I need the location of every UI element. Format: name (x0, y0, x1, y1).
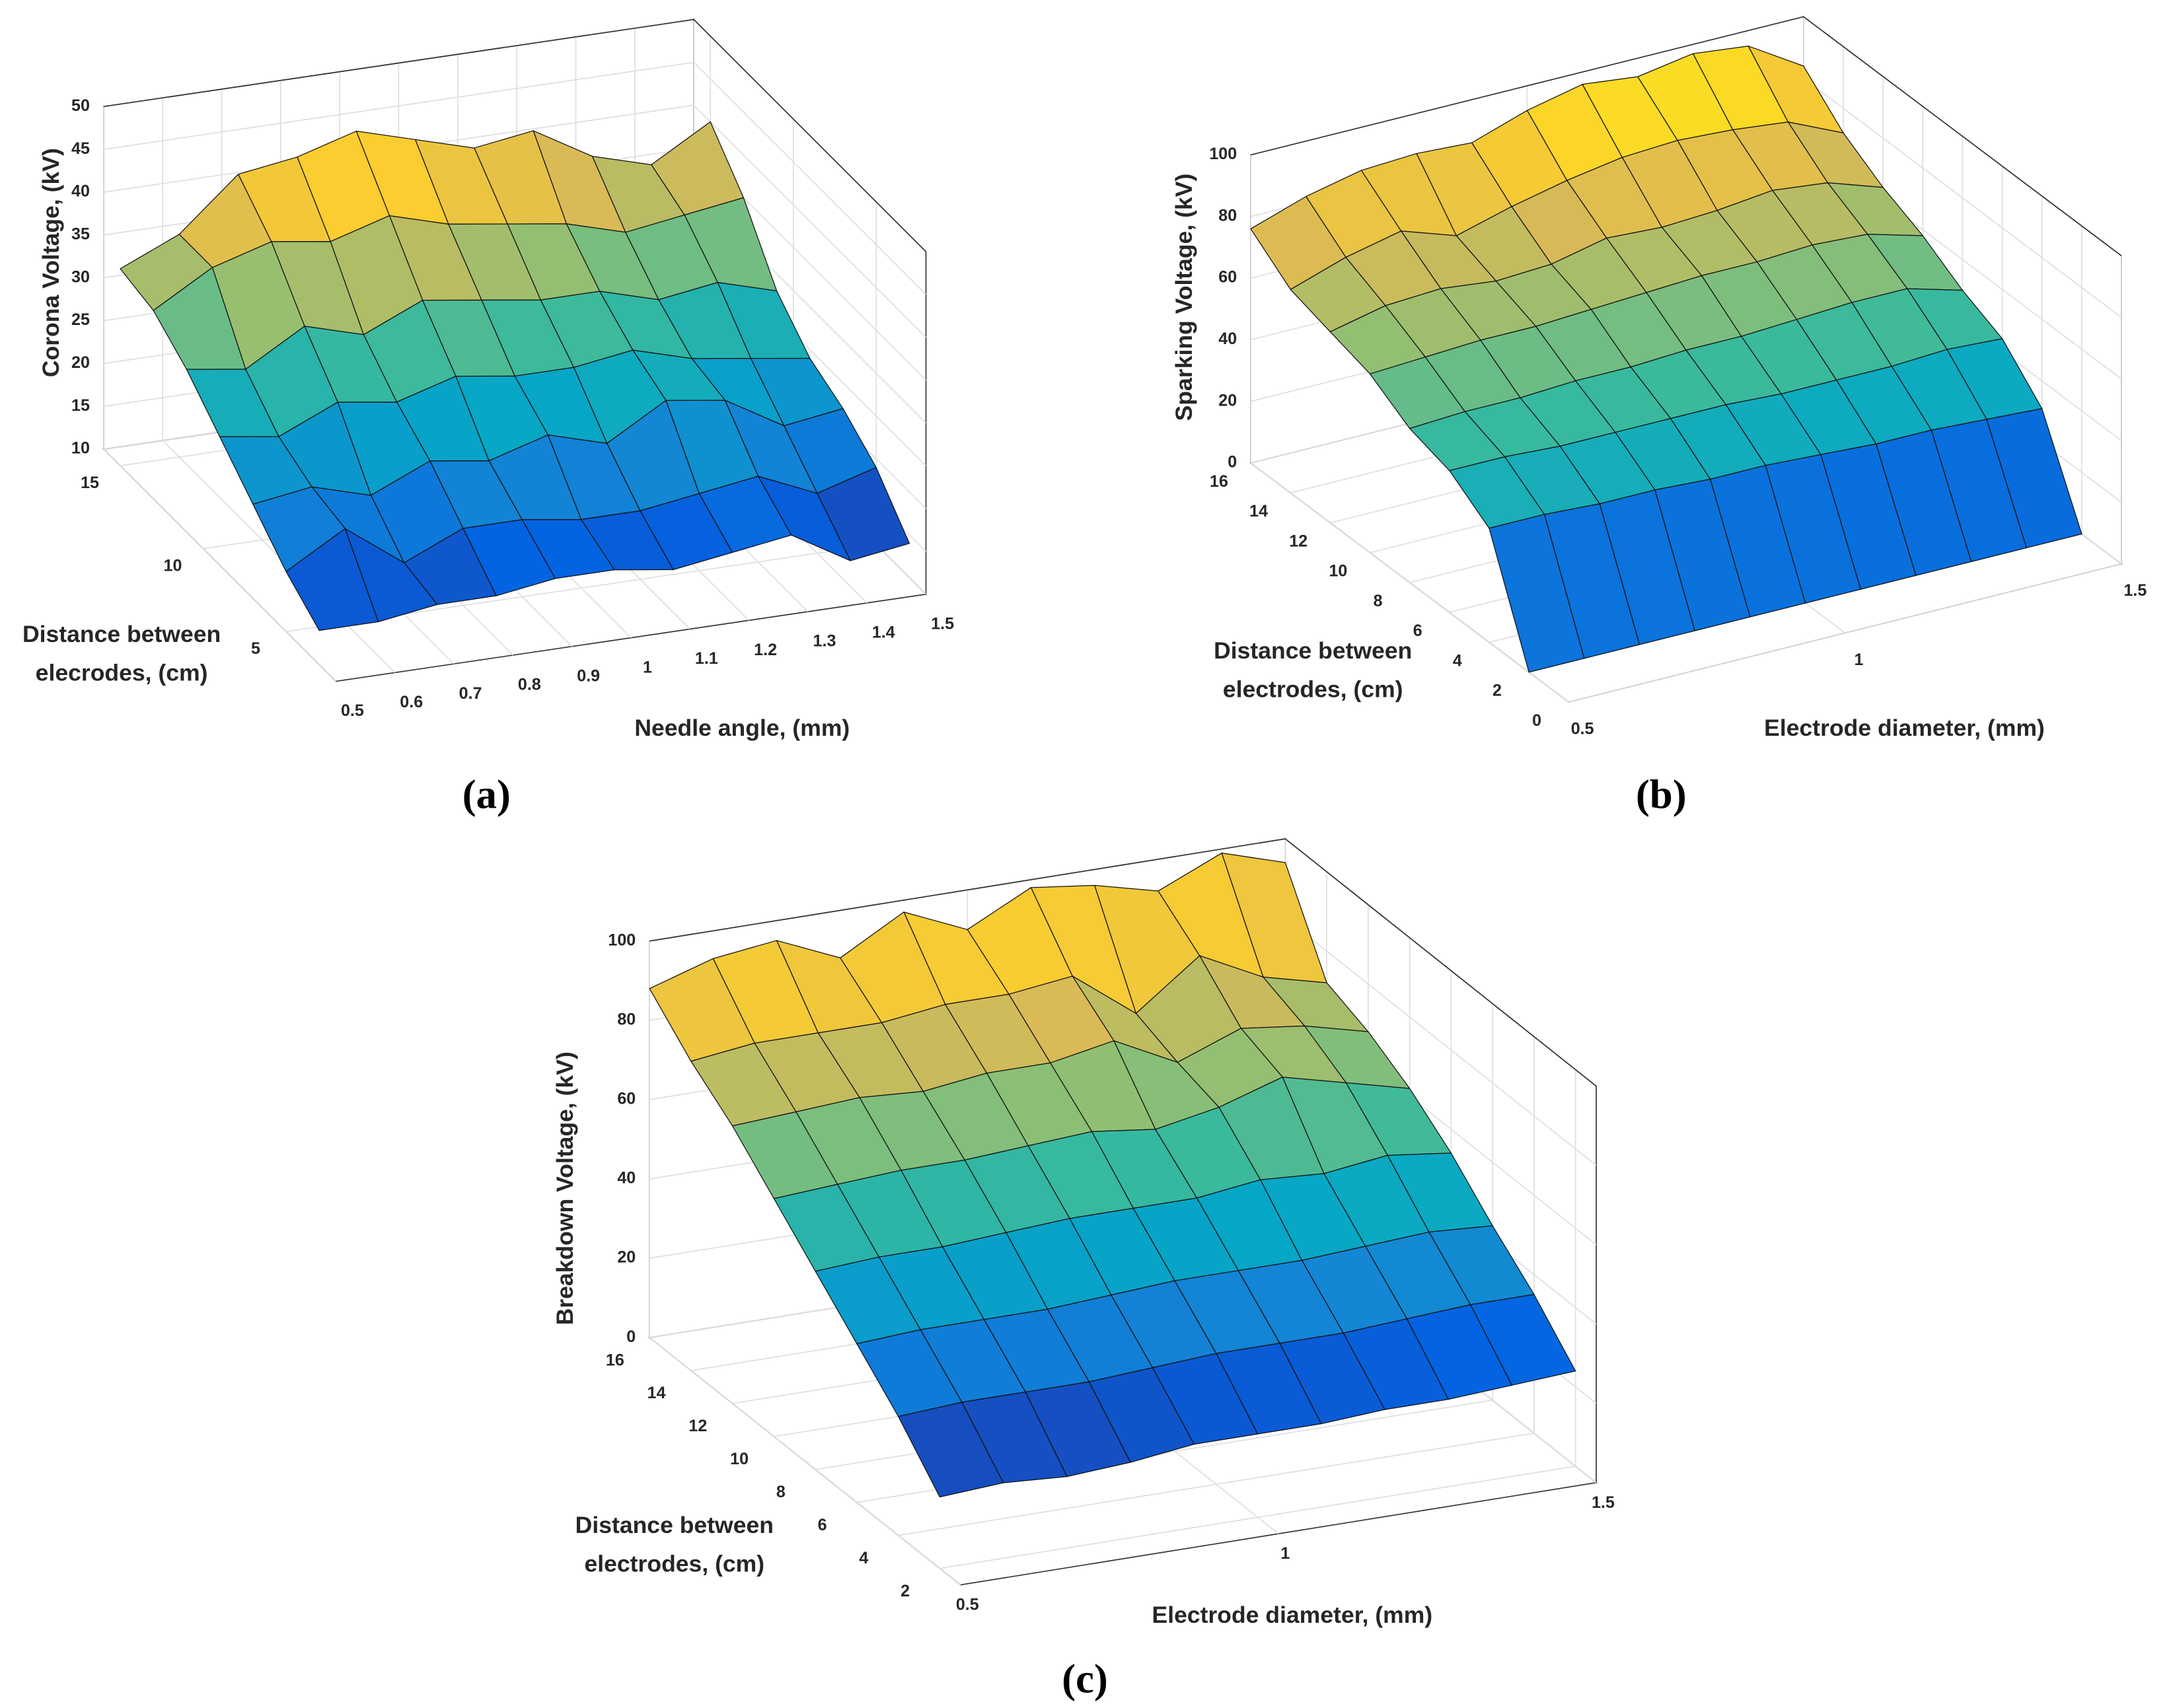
z-tick-label: 20 (1218, 391, 1237, 409)
z-axis-label: Corona Voltage, (kV) (38, 148, 64, 377)
y-tick-label: 8 (776, 1483, 786, 1501)
y-tick-label: 6 (1413, 622, 1422, 640)
y-tick-label: 0 (1532, 711, 1541, 730)
x-axis-label: Electrode diameter, (mm) (1764, 715, 2045, 741)
x-tick-label: 1.5 (931, 614, 954, 633)
y-tick-label: 10 (1329, 562, 1347, 581)
x-tick-label: 1 (643, 658, 652, 676)
grid-line (103, 61, 927, 295)
surface-chart: 0.5 1 1.5 2 4 6 8 10 12 14 160 20 40 60 80 100 Breakdown… (552, 837, 1615, 1702)
surface-patch (285, 528, 379, 631)
y-tick-label: 12 (1289, 532, 1307, 550)
x-tick-label: 1.5 (1592, 1493, 1615, 1512)
x-tick-label: 1.2 (754, 641, 777, 659)
y-tick-label: 4 (859, 1549, 868, 1567)
y-axis-label: elecrodes, (cm) (36, 659, 208, 686)
z-tick-label: 40 (71, 182, 90, 201)
z-tick-label: 0 (1228, 453, 1237, 472)
x-tick-label: 0.5 (956, 1596, 979, 1614)
x-tick-label: 0.9 (577, 666, 600, 685)
y-tick-label: 10 (164, 557, 182, 575)
z-tick-label: 20 (71, 353, 90, 372)
x-axis-label: Electrode diameter, (mm) (1152, 1602, 1433, 1628)
surface-patch (898, 1402, 1004, 1498)
z-tick-label: 100 (1209, 145, 1237, 163)
z-tick-label: 0 (626, 1328, 636, 1346)
z-tick-label: 100 (608, 931, 636, 949)
x-tick-label: 1 (1855, 651, 1864, 669)
y-tick-label: 14 (647, 1384, 666, 1402)
y-tick-label: 16 (606, 1351, 624, 1369)
z-tick-label: 25 (71, 310, 90, 329)
caption: (b) (1636, 771, 1687, 818)
z-tick-label: 15 (71, 396, 90, 415)
axis-edge (1250, 16, 2122, 256)
y-axis-label: electrodes, (cm) (1223, 676, 1403, 703)
caption: (c) (1062, 1656, 1108, 1702)
x-tick-label: 1 (1280, 1544, 1290, 1563)
surface-chart: 0.511.50246810121416020406080100Sparking… (1171, 15, 2147, 818)
z-tick-label: 40 (1218, 330, 1237, 348)
y-axis-label: electrodes, (cm) (585, 1551, 765, 1577)
y-tick-label: 2 (900, 1582, 910, 1600)
x-tick-label: 0.6 (400, 693, 423, 711)
axis-edge (649, 838, 1597, 1087)
x-tick-label: 0.5 (1571, 719, 1594, 738)
x-tick-label: 0.7 (459, 684, 482, 703)
z-tick-label: 80 (1218, 206, 1237, 225)
x-tick-label: 1.4 (872, 623, 895, 642)
y-axis-label: Distance between (575, 1512, 774, 1538)
x-tick-label: 0.5 (341, 701, 364, 720)
z-tick-label: 20 (617, 1248, 636, 1267)
y-axis-label: Distance between (1214, 637, 1412, 664)
y-axis-label: Distance between (22, 621, 221, 647)
z-tick-label: 45 (71, 139, 90, 158)
y-tick-label: 6 (818, 1516, 827, 1534)
z-tick-label: 80 (617, 1010, 636, 1028)
axis-edge (103, 18, 927, 252)
z-axis-label: Sparking Voltage, (kV) (1171, 174, 1197, 421)
x-tick-label: 1.5 (2123, 581, 2147, 600)
x-tick-label: 1.1 (695, 649, 718, 668)
z-tick-label: 50 (71, 96, 90, 115)
z-tick-label: 40 (617, 1169, 636, 1188)
x-tick-label: 1.3 (813, 632, 836, 651)
y-tick-label: 5 (251, 639, 260, 658)
y-tick-label: 16 (1210, 472, 1228, 491)
surface-chart: 0.5 0.6 0.7 0.8 0.9 1 1.1 1.2 1.3 1.4 1.5 5 10 15 10 15… (22, 18, 954, 818)
z-tick-label: 35 (71, 225, 90, 243)
surface-patch (1488, 514, 1585, 673)
y-tick-label: 8 (1374, 592, 1383, 610)
x-axis-label: Needle angle, (mm) (634, 715, 850, 741)
y-tick-label: 4 (1453, 651, 1462, 670)
z-tick-label: 60 (617, 1090, 636, 1108)
z-axis-label: Breakdown Voltage, (kV) (552, 1051, 578, 1325)
caption: (a) (462, 771, 511, 818)
y-tick-label: 2 (1492, 682, 1502, 700)
y-tick-label: 12 (688, 1417, 707, 1435)
y-tick-label: 15 (81, 474, 99, 492)
y-tick-label: 14 (1249, 502, 1268, 520)
z-tick-label: 60 (1218, 268, 1237, 287)
y-tick-label: 10 (730, 1450, 749, 1468)
z-tick-label: 10 (71, 439, 90, 458)
z-tick-label: 30 (71, 267, 90, 286)
x-tick-label: 0.8 (518, 676, 541, 694)
